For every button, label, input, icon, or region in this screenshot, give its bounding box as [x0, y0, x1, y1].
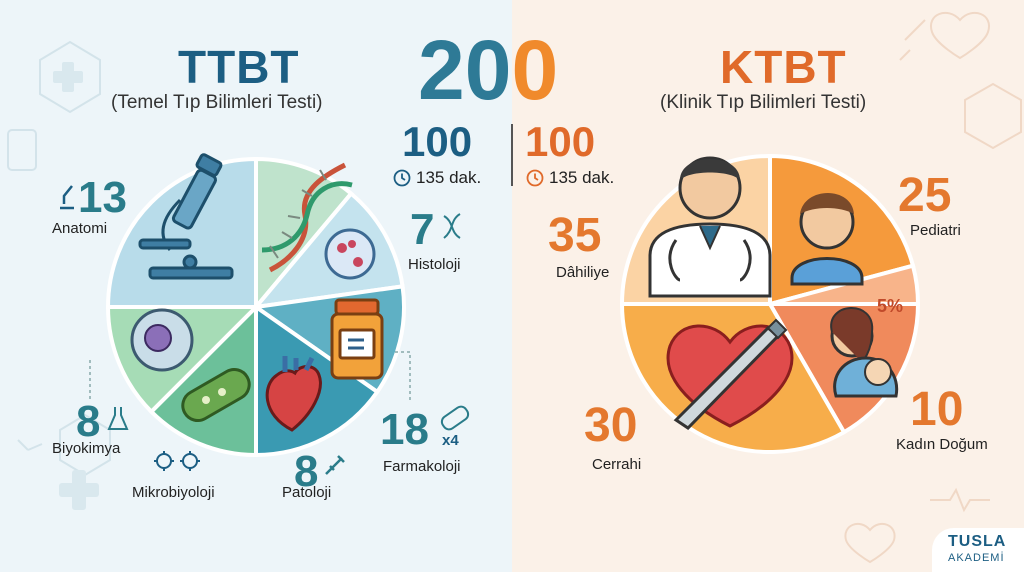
heart-organ-icon	[265, 356, 322, 432]
patoloji-label: Patoloji	[282, 484, 332, 501]
ttbt-title: TTBT	[178, 41, 300, 93]
mikrobiyoloji-label: Mikrobiyoloji	[132, 484, 215, 501]
histoloji-label: Histoloji	[408, 256, 461, 273]
kadin-dogum-count: 10	[910, 383, 964, 436]
total-questions: 200	[418, 28, 558, 112]
cell-icon	[130, 308, 194, 372]
dna-icon	[261, 162, 353, 273]
farmakoloji-multiplier: x4	[442, 432, 459, 449]
cerrahi-label: Cerrahi	[592, 456, 642, 473]
flask-icon	[107, 407, 129, 430]
cerrahi-count: 30	[584, 399, 638, 452]
total-part-ktbt: 0	[511, 23, 559, 117]
farmakoloji-connector	[395, 351, 411, 400]
ttbt-question-count: 100	[402, 118, 473, 165]
pill-bottle-icon	[330, 298, 384, 380]
child-icon	[790, 193, 864, 286]
doctor-icon	[648, 156, 772, 298]
total-part-ttbt: 20	[418, 23, 512, 117]
virus-icon	[154, 451, 200, 471]
ktbt-duration: 135 dak.	[526, 168, 614, 188]
dahiliye-label: Dâhiliye	[556, 264, 610, 281]
biyokimya-count: 8	[76, 397, 101, 446]
ktbt-subtitle: (Klinik Tıp Bilimleri Testi)	[660, 92, 867, 113]
mother-baby-icon	[830, 307, 899, 398]
pediatri-count: 25	[898, 169, 952, 222]
ttbt-duration-label: 135 dak.	[416, 168, 482, 187]
ktbt-duration-label: 135 dak.	[549, 168, 615, 187]
anatomi-label: Anatomi	[52, 220, 108, 237]
pediatri-label: Pediatri	[910, 222, 961, 239]
syringe-icon	[325, 455, 345, 475]
kadin-dogum-label: Kadın Doğum	[896, 436, 988, 453]
cell-slide-icon	[324, 228, 376, 280]
clock-icon	[393, 169, 411, 187]
histoloji-count: 7	[410, 205, 435, 254]
microscope-small-icon	[60, 185, 74, 210]
dahiliye-count: 35	[548, 209, 602, 262]
center-divider	[511, 124, 513, 186]
clock-icon	[526, 169, 544, 187]
biyokimya-label: Biyokimya	[52, 440, 121, 457]
ktbt-question-count: 100	[525, 118, 596, 165]
ttbt-subtitle: (Temel Tıp Bilimleri Testi)	[111, 92, 323, 113]
slice-mikrobiyoloji	[148, 302, 258, 458]
kadin-dogum-percent: 5%	[877, 296, 904, 316]
ttbt-pie	[89, 153, 411, 458]
ttbt-duration: 135 dak.	[393, 168, 481, 188]
farmakoloji-label: Farmakoloji	[383, 458, 461, 475]
heart-scalpel-icon	[666, 318, 794, 430]
patoloji-count: 8	[294, 447, 319, 496]
brand-logo: TUSLA AKADEMİ	[932, 528, 1024, 572]
brand-name: TUSLA	[948, 533, 1007, 550]
anatomi-count: 13	[78, 173, 127, 222]
dna-small-icon	[443, 213, 461, 239]
ktbt-title: KTBT	[720, 41, 847, 93]
farmakoloji-count: 18	[380, 405, 429, 454]
bacteria-icon	[181, 368, 251, 422]
microscope-icon	[138, 153, 234, 280]
brand-subname: AKADEMİ	[948, 552, 1005, 564]
